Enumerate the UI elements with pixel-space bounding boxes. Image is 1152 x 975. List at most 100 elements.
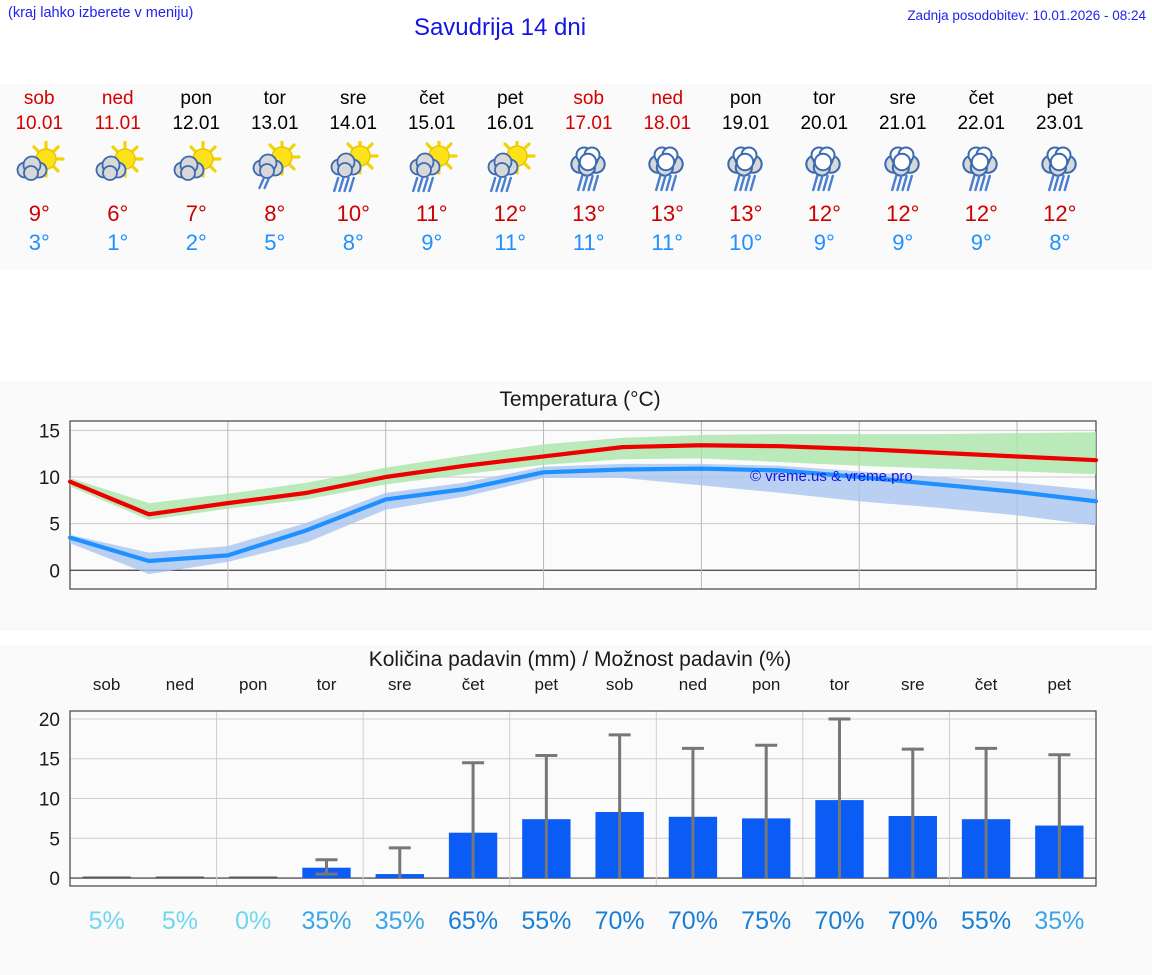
day-name: sre (889, 88, 916, 109)
day-min-temp: 9° (892, 230, 914, 255)
svg-text:0: 0 (49, 561, 60, 582)
day-date: 18.01 (643, 113, 692, 134)
day-name: ned (651, 88, 684, 109)
day-min-temp: 2° (185, 230, 207, 255)
day-min-temp: 3° (28, 230, 50, 255)
precipitation-probability-row: 5% 5% 0% 35% 35% 65% 55% 70% 70% 75% 70% 70% 55% 35% (0, 907, 1152, 943)
sun-behind-cloud-icon (157, 140, 236, 200)
day-column: ned 18.01 13° 11° (628, 84, 707, 270)
day-name: čet (419, 88, 445, 109)
precipitation-day-label: čet (974, 675, 998, 694)
menu-hint-text: (kraj lahko izberete v meniju) (8, 5, 194, 21)
svg-text:15: 15 (39, 750, 60, 771)
precipitation-day-label: sre (387, 675, 412, 694)
sun-behind-cloud-icon (0, 140, 79, 200)
sun-behind-cloud-rain-icon (314, 140, 393, 200)
day-max-temp: 12° (1043, 201, 1077, 226)
precipitation-probability: 65% (448, 907, 499, 935)
svg-text:15: 15 (39, 421, 60, 442)
day-column: pet 23.01 12° 8° (1021, 84, 1100, 270)
precipitation-probability: 70% (814, 907, 865, 935)
cloud-rain-icon (550, 140, 629, 200)
day-name: tor (263, 88, 286, 109)
day-name: tor (813, 88, 836, 109)
cloud-rain-icon (1021, 140, 1100, 200)
day-column: ned 11.01 6° 1° (79, 84, 158, 270)
svg-text:10: 10 (39, 790, 60, 811)
day-date: 22.01 (957, 113, 1006, 134)
sun-behind-cloud-rain-icon (471, 140, 550, 200)
day-name: pon (729, 88, 762, 109)
precipitation-day-label: pet (1047, 675, 1072, 694)
day-name: pon (180, 88, 213, 109)
temperature-chart-svg: 0 5 10 15 (39, 420, 1099, 590)
precipitation-day-label: tor (316, 675, 337, 694)
day-max-temp: 8° (264, 201, 286, 226)
svg-text:5: 5 (49, 515, 60, 536)
precipitation-day-label: sob (92, 675, 121, 694)
precipitation-probability: 5% (88, 907, 125, 935)
day-date: 10.01 (15, 113, 64, 134)
svg-text:5: 5 (49, 829, 60, 850)
day-date: 23.01 (1035, 113, 1084, 134)
day-max-temp: 12° (964, 201, 998, 226)
day-column: sob 17.01 13° 11° (550, 84, 629, 270)
day-column: pon 19.01 13° 10° (707, 84, 786, 270)
day-column: čet 15.01 11° 9° (393, 84, 472, 270)
day-column: pet 16.01 12° 11° (471, 84, 550, 270)
cloud-rain-icon (864, 140, 943, 200)
day-date: 13.01 (250, 113, 299, 134)
day-name: sob (23, 88, 55, 109)
day-min-temp: 11° (494, 230, 527, 255)
copyright-text: © vreme.us & vreme.pro (750, 468, 913, 485)
day-column: sre 14.01 10° 8° (314, 84, 393, 270)
day-date: 20.01 (800, 113, 849, 134)
cloud-rain-icon (942, 140, 1021, 200)
day-max-temp: 11° (415, 201, 448, 226)
precipitation-day-label: pon (752, 675, 781, 694)
day-max-temp: 6° (107, 201, 129, 226)
precipitation-probability: 0% (235, 907, 272, 935)
precipitation-chart-section: Količina padavin (mm) / Možnost padavin … (0, 645, 1152, 975)
precipitation-day-label: ned (678, 675, 708, 694)
day-column: sre 21.01 12° 9° (864, 84, 943, 270)
day-min-temp: 11° (651, 230, 684, 255)
precipitation-probability: 35% (1034, 907, 1085, 935)
day-name: sob (573, 88, 605, 109)
day-min-temp: 1° (107, 230, 129, 255)
day-date: 15.01 (407, 113, 456, 134)
day-max-temp: 13° (650, 201, 684, 226)
day-min-temp: 8° (342, 230, 364, 255)
precipitation-probability: 55% (521, 907, 572, 935)
precipitation-probability: 75% (741, 907, 792, 935)
svg-text:20: 20 (39, 710, 60, 731)
precipitation-chart-svg: 0 5 10 15 20 (39, 710, 1097, 890)
day-name: pet (1046, 88, 1073, 109)
svg-text:10: 10 (39, 468, 60, 489)
temperature-chart-title: Temperatura (°C) (499, 388, 661, 411)
precipitation-day-label: ned (165, 675, 195, 694)
precipitation-probability: 70% (594, 907, 645, 935)
cloud-rain-icon (785, 140, 864, 200)
page-title: Savudrija 14 dni (413, 14, 587, 41)
day-column: tor 20.01 12° 9° (785, 84, 864, 270)
day-name: pet (497, 88, 524, 109)
precipitation-day-label: tor (829, 675, 850, 694)
day-min-temp: 11° (572, 230, 605, 255)
daily-forecast-strip: sob 10.01 9° 3° ned 11.01 6° 1° pon 12.01 7° 2° tor 1… (0, 84, 1152, 270)
sun-behind-cloud-light-rain-icon (236, 140, 315, 200)
precipitation-day-label: sob (605, 675, 634, 694)
day-min-temp: 9° (421, 230, 443, 255)
day-date: 21.01 (878, 113, 927, 134)
day-min-temp: 10° (729, 230, 763, 255)
last-updated-text: Zadnja posodobitev: 10.01.2026 - 08:24 (907, 8, 1146, 23)
day-max-temp: 7° (185, 201, 207, 226)
precipitation-day-label: pon (239, 675, 268, 694)
precipitation-probability: 35% (374, 907, 425, 935)
temperature-chart-section: Temperatura (°C) 0 5 10 15 (0, 381, 1152, 631)
sun-behind-cloud-rain-icon (393, 140, 472, 200)
precipitation-chart-title: Količina padavin (mm) / Možnost padavin … (368, 648, 792, 671)
day-min-temp: 9° (970, 230, 992, 255)
day-max-temp: 9° (28, 201, 50, 226)
day-max-temp: 12° (807, 201, 841, 226)
